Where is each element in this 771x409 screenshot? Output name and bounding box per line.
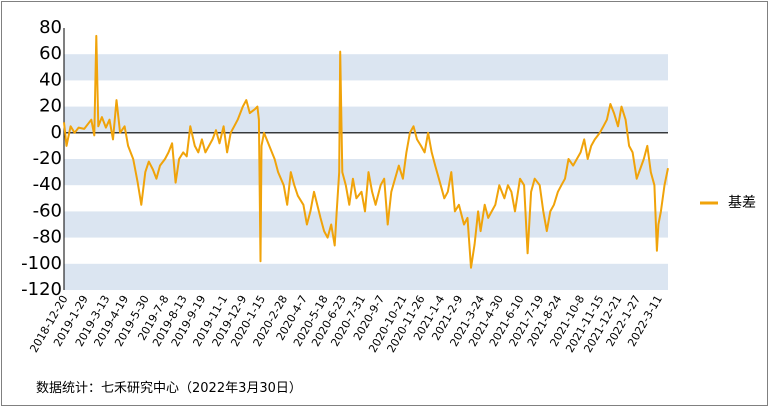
y-tick-label: -20 — [33, 148, 62, 169]
series-line-basis — [63, 34, 669, 269]
legend-label: 基差 — [728, 194, 756, 211]
source-note: 数据统计：七禾研究中心（2022年3月30日） — [36, 381, 302, 396]
y-tick-label: -40 — [33, 174, 62, 195]
y-tick-label: 60 — [39, 43, 62, 64]
y-tick-label: -100 — [21, 253, 62, 274]
y-tick-label: -60 — [33, 200, 62, 221]
grid-band — [64, 211, 668, 238]
legend: 基差 — [700, 194, 756, 211]
grid-band — [64, 106, 668, 133]
y-tick-label: 20 — [39, 96, 62, 117]
grid-band — [64, 263, 668, 290]
x-tick-labels: 2018-12-202019-1-292019-3-132019-4-19201… — [27, 293, 665, 355]
y-tick-label: 0 — [51, 122, 62, 143]
y-tick-label: 80 — [39, 17, 62, 38]
grid-band — [64, 54, 668, 81]
series-lines — [63, 34, 669, 269]
y-tick-label: 40 — [39, 69, 62, 90]
y-tick-labels: 80 60 40 20 0 -20 -40 -60 -80 -100 -120 — [21, 17, 62, 300]
y-tick-label: -80 — [33, 227, 62, 248]
y-tick-label: -120 — [21, 279, 62, 300]
grid-bands — [64, 54, 668, 290]
